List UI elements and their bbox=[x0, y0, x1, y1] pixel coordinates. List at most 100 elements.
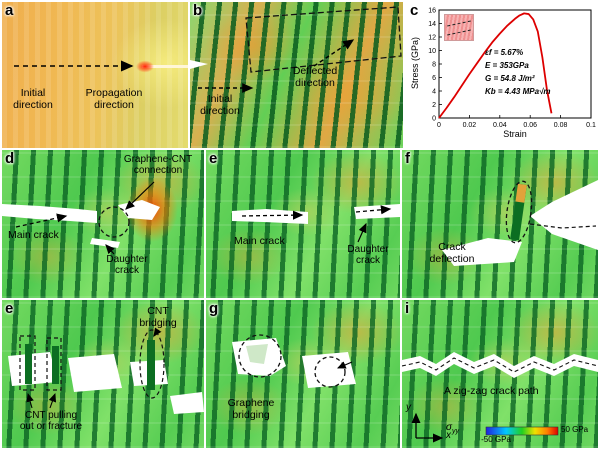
y-tick-label: 0 bbox=[432, 116, 436, 123]
panel-e-middle: Main crack Daughter crack e bbox=[206, 150, 400, 298]
label-graphene-cnt-connection: Graphene-CNT connection bbox=[123, 154, 193, 177]
label-initial-direction: Initial direction bbox=[200, 93, 240, 117]
chart-annotation-toughness: Kb = 4.43 MPa√m bbox=[485, 87, 551, 96]
bridging-cnt bbox=[147, 340, 155, 390]
crack-shape-4 bbox=[170, 392, 204, 414]
chart-x-axis-label: Strain bbox=[503, 129, 527, 139]
crack-path-dashed-line bbox=[529, 223, 597, 229]
panel-a-simulation-image bbox=[2, 2, 188, 148]
connection-circle bbox=[98, 206, 130, 238]
sigma-symbol: σ bbox=[446, 422, 453, 433]
panel-g: Graphene bridging g bbox=[206, 300, 400, 448]
deflected-crack-shape bbox=[530, 180, 598, 250]
label-deflected-direction: Deflected direction bbox=[292, 65, 338, 89]
crack-line bbox=[142, 65, 188, 68]
crack-shape-2 bbox=[302, 352, 356, 388]
sigma-yy-label: σyy bbox=[446, 422, 459, 436]
label-initial-direction: Initial direction bbox=[13, 87, 53, 111]
label-zigzag-crack-path: A zig-zag crack path bbox=[444, 385, 539, 397]
panel-i-overlay bbox=[402, 352, 598, 443]
x-tick-label: 0.02 bbox=[463, 122, 477, 129]
graphene-circle-2 bbox=[314, 356, 346, 388]
y-tick-label: 8 bbox=[432, 62, 436, 69]
panel-letter-a: a bbox=[5, 2, 14, 19]
stress-strain-curve bbox=[438, 12, 553, 119]
scale-min-label: -50 GPa bbox=[481, 435, 511, 444]
panel-letter-c: c bbox=[410, 2, 419, 19]
chart-inset-image bbox=[444, 14, 474, 41]
cnt-pullout-box-2 bbox=[46, 337, 62, 391]
panel-letter-b: b bbox=[193, 2, 203, 19]
main-crack-arrow bbox=[241, 210, 304, 220]
connection-arrow bbox=[125, 181, 155, 210]
deflection-ellipse bbox=[505, 180, 533, 244]
main-crack-shape bbox=[232, 209, 308, 224]
panel-letter-e-bottom: e bbox=[5, 300, 14, 317]
cnt-pullout-box-1 bbox=[19, 335, 36, 391]
panel-letter-d: d bbox=[5, 150, 15, 167]
x-tick-label: 0.08 bbox=[554, 122, 568, 129]
panel-letter-e-middle: e bbox=[209, 150, 218, 167]
y-tick-label: 6 bbox=[432, 75, 436, 82]
label-propagation-direction: Propagation direction bbox=[85, 87, 143, 111]
initial-notch-shape bbox=[190, 60, 208, 69]
chart-annotation-modulus: E = 353GPa bbox=[485, 61, 529, 70]
pulled-cnt-2 bbox=[52, 346, 59, 384]
sigma-subscript: yy bbox=[452, 428, 460, 435]
label-daughter-crack: Daughter crack bbox=[106, 254, 148, 277]
label-main-crack: Main crack bbox=[8, 229, 59, 241]
x-axis-label: x bbox=[446, 430, 451, 441]
deflected-direction-arrow bbox=[313, 39, 355, 67]
panel-g-overlay bbox=[232, 334, 356, 388]
panel-f: Crack deflection f bbox=[402, 150, 598, 298]
pulled-cnt-1 bbox=[25, 344, 32, 384]
graphene-flap bbox=[246, 344, 268, 364]
deflected-region-box bbox=[245, 6, 402, 73]
lower-crack-shape bbox=[442, 238, 522, 266]
bridging-arrow bbox=[153, 327, 162, 337]
x-tick-label: 0.06 bbox=[523, 122, 537, 129]
panel-b-simulation-image bbox=[190, 2, 403, 148]
main-crack-arrow bbox=[15, 213, 68, 228]
crack-tip-hotspot bbox=[136, 60, 154, 73]
y-tick-label: 10 bbox=[428, 48, 436, 55]
panel-a: Initial direction Propagation direction … bbox=[2, 2, 188, 148]
color-scale-bar bbox=[485, 426, 559, 436]
panel-f-overlay bbox=[442, 180, 598, 266]
panel-c: 0 0.02 0.04 0.06 0.08 0.1 0 2 4 6 8 10 12 14 16 Stress… bbox=[407, 2, 598, 148]
daughter-crack-shape bbox=[90, 238, 120, 248]
panel-a-overlay bbox=[14, 60, 188, 73]
graphene-circle-1 bbox=[238, 334, 282, 378]
crack-shape-2 bbox=[68, 354, 122, 392]
scale-max-label: 50 GPa bbox=[561, 425, 589, 434]
chart-annotation-energy: G = 54.8 J/m² bbox=[485, 74, 535, 83]
cnt-stress-highlight bbox=[515, 183, 527, 203]
y-tick-label: 14 bbox=[428, 21, 436, 28]
label-daughter-crack: Daughter crack bbox=[347, 244, 389, 267]
label-main-crack: Main crack bbox=[234, 235, 285, 247]
y-tick-label: 2 bbox=[432, 102, 436, 109]
propagation-arrow bbox=[355, 205, 392, 215]
y-tick-label: 4 bbox=[432, 89, 436, 96]
cnt-bridging-ellipse bbox=[139, 329, 165, 399]
zigzag-crack-shape bbox=[402, 352, 598, 378]
panel-d-overlay bbox=[2, 178, 178, 255]
pullout-arrow-2 bbox=[48, 392, 57, 409]
panel-b: Deflected direction Initial direction b bbox=[190, 2, 403, 148]
label-crack-deflection: Crack deflection bbox=[429, 241, 475, 265]
y-tick-label: 16 bbox=[428, 8, 436, 15]
label-cnt-pullout: CNT pulling out or fracture bbox=[19, 410, 83, 433]
pullout-arrow-1 bbox=[26, 392, 34, 409]
main-crack-shape bbox=[2, 204, 97, 223]
panel-letter-i: i bbox=[405, 300, 410, 317]
crack-shape-1 bbox=[8, 352, 58, 386]
zigzag-crack-path-line bbox=[402, 357, 598, 373]
chart-y-axis-label: Stress (GPa) bbox=[410, 37, 420, 90]
label-cnt-bridging: CNT bridging bbox=[139, 305, 177, 329]
panel-d: Graphene-CNT connection Main crack Daugh… bbox=[2, 150, 204, 298]
x-tick-label: 0 bbox=[437, 122, 441, 129]
panel-e-simulation-image bbox=[206, 150, 400, 298]
label-graphene-bridging: Graphene bridging bbox=[227, 397, 275, 421]
panel-letter-g: g bbox=[209, 300, 219, 317]
